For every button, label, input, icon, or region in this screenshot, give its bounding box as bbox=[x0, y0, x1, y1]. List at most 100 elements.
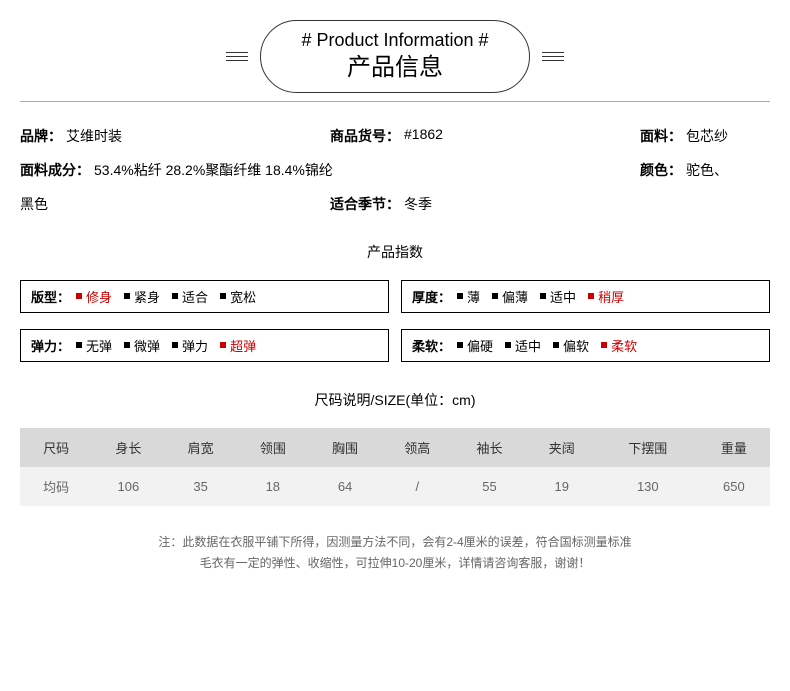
index-box: 柔软： 偏硬 适中 偏软柔软 bbox=[401, 329, 770, 362]
index-option: 微弹 bbox=[124, 336, 160, 355]
size-body: 均码106351864/5519130650 bbox=[20, 467, 770, 506]
size-title: 尺码说明/SIZE(单位：cm) bbox=[20, 390, 770, 410]
title-en: # Product Information # bbox=[301, 29, 488, 52]
size-cell: 650 bbox=[698, 467, 770, 506]
color-label: 颜色： bbox=[640, 160, 682, 180]
index-label: 柔软： bbox=[412, 336, 451, 355]
size-header-cell: 领高 bbox=[381, 428, 453, 467]
index-option: 偏软 bbox=[553, 336, 589, 355]
size-header-cell: 肩宽 bbox=[164, 428, 236, 467]
title-pill: # Product Information # 产品信息 bbox=[260, 20, 529, 93]
square-icon bbox=[220, 342, 226, 348]
square-icon bbox=[76, 342, 82, 348]
title-zh: 产品信息 bbox=[301, 52, 488, 83]
index-option: 适合 bbox=[172, 287, 208, 306]
size-cell: / bbox=[381, 467, 453, 506]
option-text: 宽松 bbox=[230, 287, 256, 306]
square-icon bbox=[124, 293, 130, 299]
option-text: 稍厚 bbox=[598, 287, 624, 306]
index-box: 厚度： 薄 偏薄 适中 稍厚 bbox=[401, 280, 770, 313]
sku-value: #1862 bbox=[404, 126, 443, 146]
index-box: 版型： 修身 紧身 适合 宽松 bbox=[20, 280, 389, 313]
index-container: 版型：修身紧身适合宽松厚度：薄偏薄适中稍厚弹力：无弹微弹弹力超弹柔软：偏硬适中偏… bbox=[20, 280, 770, 362]
option-text: 超弹 bbox=[230, 336, 256, 355]
square-icon bbox=[124, 342, 130, 348]
index-option: 超弹 bbox=[220, 336, 256, 355]
option-text: 偏硬 bbox=[467, 336, 493, 355]
option-text: 薄 bbox=[467, 287, 480, 306]
info-composition: 面料成分： 53.4%粘纤 28.2%聚酯纤维 18.4%锦纶 bbox=[20, 160, 640, 180]
index-box: 弹力： 无弹 微弹弹力 超弹 bbox=[20, 329, 389, 362]
info-color: 颜色： 驼色、 bbox=[640, 160, 770, 180]
index-option: 薄 bbox=[457, 287, 480, 306]
square-icon bbox=[172, 293, 178, 299]
square-icon bbox=[553, 342, 559, 348]
sku-label: 商品货号： bbox=[330, 126, 400, 146]
size-cell: 106 bbox=[92, 467, 164, 506]
info-brand: 品牌： 艾维时装 bbox=[20, 126, 330, 146]
index-option: 修身 bbox=[76, 287, 112, 306]
square-icon bbox=[588, 293, 594, 299]
notes: 注：此数据在衣服平铺下所得，因测量方法不同，会有2-4厘米的误差，符合国标测量标… bbox=[20, 532, 770, 575]
index-label: 版型： bbox=[31, 287, 70, 306]
index-option: 偏薄 bbox=[492, 287, 528, 306]
option-text: 适中 bbox=[550, 287, 576, 306]
size-cell: 均码 bbox=[20, 467, 92, 506]
brand-value: 艾维时装 bbox=[66, 126, 122, 146]
info-sku: 商品货号： #1862 bbox=[330, 126, 640, 146]
brand-label: 品牌： bbox=[20, 126, 62, 146]
square-icon bbox=[220, 293, 226, 299]
season-value: 冬季 bbox=[404, 194, 432, 214]
size-header-cell: 领围 bbox=[237, 428, 309, 467]
option-text: 适合 bbox=[182, 287, 208, 306]
product-info: 品牌： 艾维时装 商品货号： #1862 面料： 包芯纱 面料成分： 53.4%… bbox=[20, 126, 770, 214]
square-icon bbox=[601, 342, 607, 348]
size-cell: 130 bbox=[598, 467, 698, 506]
color-value: 驼色、 bbox=[686, 160, 728, 180]
composition-label: 面料成分： bbox=[20, 160, 90, 180]
index-label: 厚度： bbox=[412, 287, 451, 306]
info-season: 适合季节： 冬季 bbox=[330, 194, 640, 214]
size-cell: 35 bbox=[164, 467, 236, 506]
option-text: 微弹 bbox=[134, 336, 160, 355]
square-icon bbox=[540, 293, 546, 299]
note-line-1: 注：此数据在衣服平铺下所得，因测量方法不同，会有2-4厘米的误差，符合国标测量标… bbox=[20, 532, 770, 554]
index-option: 适中 bbox=[505, 336, 541, 355]
size-header-cell: 下摆围 bbox=[598, 428, 698, 467]
option-text: 适中 bbox=[515, 336, 541, 355]
index-option: 宽松 bbox=[220, 287, 256, 306]
divider bbox=[20, 101, 770, 102]
size-header-cell: 尺码 bbox=[20, 428, 92, 467]
option-text: 偏薄 bbox=[502, 287, 528, 306]
square-icon bbox=[492, 293, 498, 299]
index-row: 弹力： 无弹 微弹弹力 超弹 柔软： 偏硬 适中 偏软柔软 bbox=[20, 329, 770, 362]
hamburger-right-icon bbox=[542, 52, 564, 61]
index-option: 弹力 bbox=[172, 336, 208, 355]
extra-color-value: 黑色 bbox=[20, 194, 48, 214]
square-icon bbox=[457, 342, 463, 348]
fabric-label: 面料： bbox=[640, 126, 682, 146]
square-icon bbox=[76, 293, 82, 299]
info-extra-color: 黑色 bbox=[20, 194, 330, 214]
size-header-cell: 身长 bbox=[92, 428, 164, 467]
note-line-2: 毛衣有一定的弹性、收缩性，可拉伸10-20厘米，详情请咨询客服，谢谢！ bbox=[20, 553, 770, 575]
size-cell: 19 bbox=[526, 467, 598, 506]
option-text: 无弹 bbox=[86, 336, 112, 355]
index-title: 产品指数 bbox=[20, 242, 770, 262]
size-cell: 64 bbox=[309, 467, 381, 506]
index-option: 柔软 bbox=[601, 336, 637, 355]
index-option: 适中 bbox=[540, 287, 576, 306]
option-text: 修身 bbox=[86, 287, 112, 306]
option-text: 偏软 bbox=[563, 336, 589, 355]
size-header-cell: 夹阔 bbox=[526, 428, 598, 467]
size-header-row: 尺码身长肩宽领围胸围领高袖长夹阔下摆围重量 bbox=[20, 428, 770, 467]
index-label: 弹力： bbox=[31, 336, 70, 355]
option-text: 紧身 bbox=[134, 287, 160, 306]
fabric-value: 包芯纱 bbox=[686, 126, 728, 146]
index-option: 紧身 bbox=[124, 287, 160, 306]
square-icon bbox=[505, 342, 511, 348]
table-row: 均码106351864/5519130650 bbox=[20, 467, 770, 506]
size-header-cell: 重量 bbox=[698, 428, 770, 467]
square-icon bbox=[172, 342, 178, 348]
info-fabric: 面料： 包芯纱 bbox=[640, 126, 770, 146]
